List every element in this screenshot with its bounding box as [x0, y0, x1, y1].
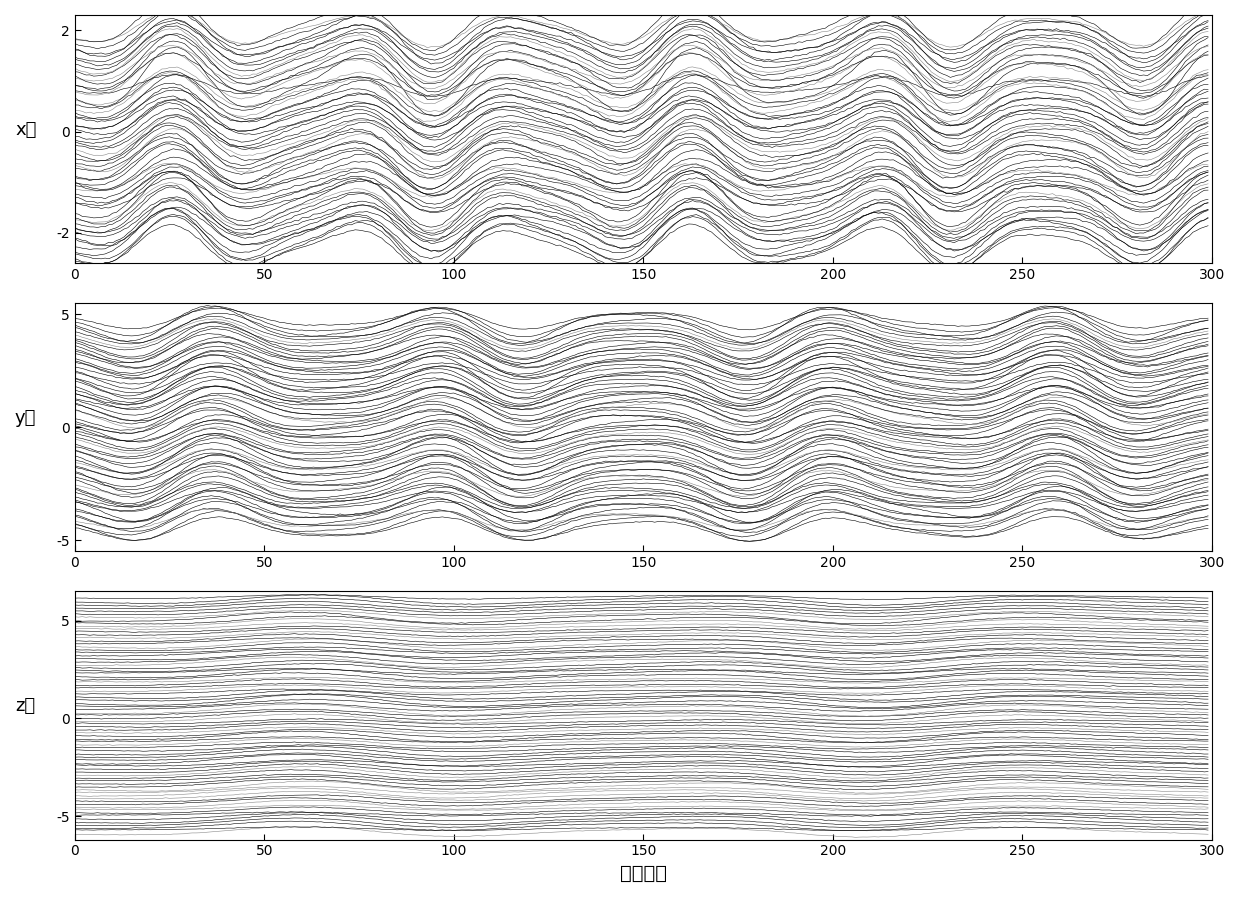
Y-axis label: x轴: x轴 — [15, 121, 36, 139]
Y-axis label: y轴: y轴 — [15, 409, 36, 427]
X-axis label: 采样点数: 采样点数 — [620, 864, 667, 883]
Y-axis label: z轴: z轴 — [16, 698, 36, 716]
